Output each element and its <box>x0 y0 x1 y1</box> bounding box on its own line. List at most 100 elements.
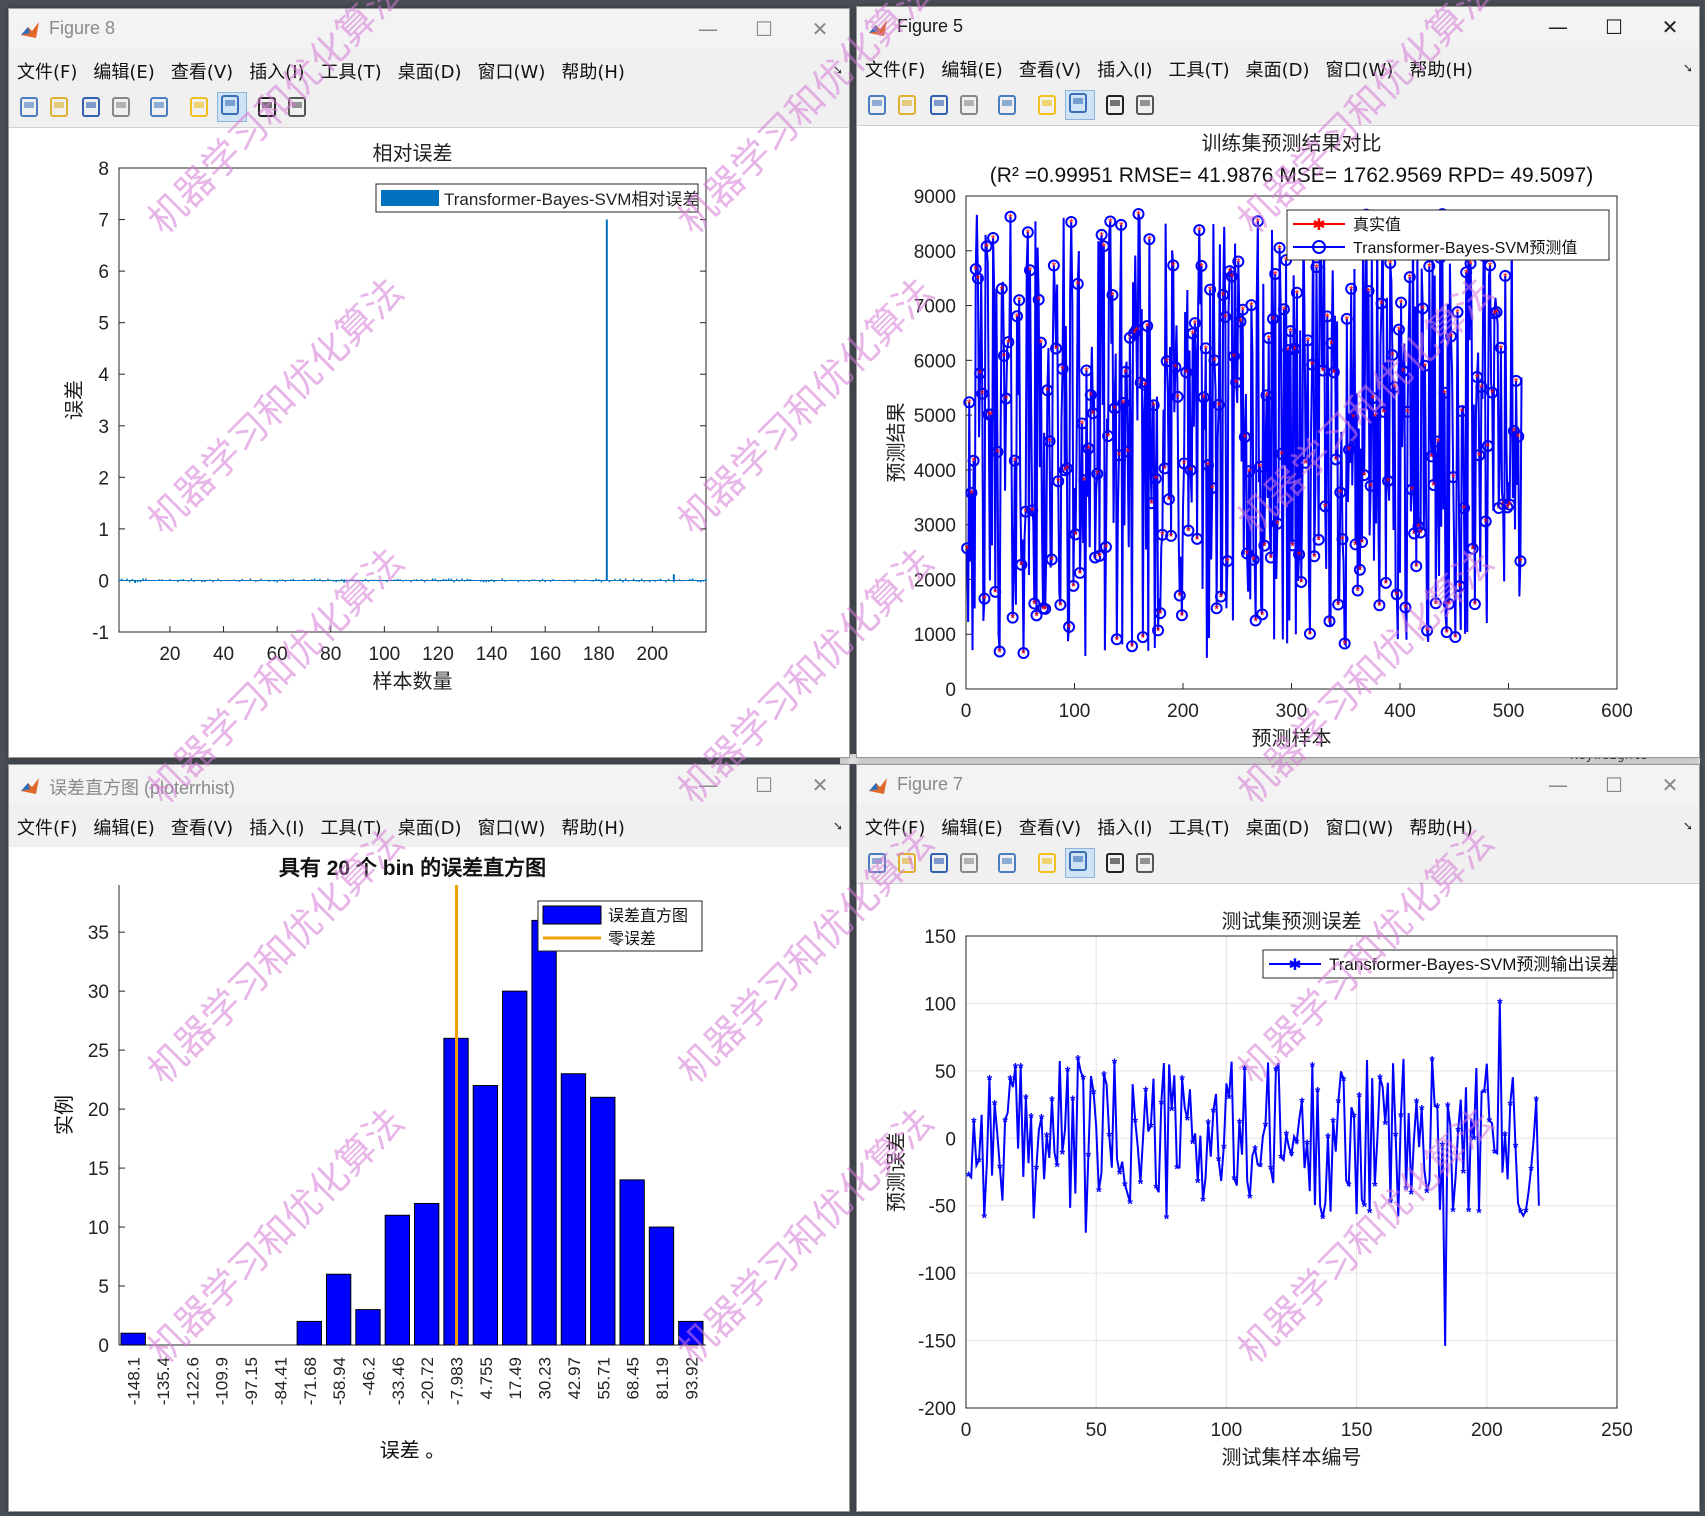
menu-insert[interactable]: 插入(I) <box>249 62 305 83</box>
title-bar[interactable]: 误差直方图 (ploterrhist) — ☐ ✕ <box>9 765 849 805</box>
legend-icon[interactable] <box>1065 90 1095 120</box>
error-marker: * <box>1221 1140 1227 1156</box>
menu-desktop[interactable]: 桌面(D) <box>1245 818 1310 839</box>
menu-help[interactable]: 帮助(H) <box>1409 60 1473 81</box>
new-file-icon[interactable] <box>865 93 889 117</box>
title-bar[interactable]: Figure 8 — ☐ ✕ <box>9 9 849 49</box>
predicted-marker <box>1188 317 1201 330</box>
title-bar[interactable]: Figure 5 — ☐ ✕ <box>857 7 1699 47</box>
property-editor-icon[interactable] <box>285 95 309 119</box>
menu-help[interactable]: 帮助(H) <box>561 818 625 839</box>
minimize-button[interactable]: — <box>698 17 718 41</box>
open-folder-icon[interactable] <box>895 851 919 875</box>
close-button[interactable]: ✕ <box>811 773 829 797</box>
predicted-marker <box>1197 391 1210 404</box>
export-icon[interactable] <box>147 95 171 119</box>
title-bar[interactable]: Figure 7 — ☐ ✕ <box>857 765 1699 805</box>
print-icon[interactable] <box>957 851 981 875</box>
export-icon[interactable] <box>995 851 1019 875</box>
menu-file[interactable]: 文件(F) <box>865 818 926 839</box>
open-folder-icon[interactable] <box>47 95 71 119</box>
menu-insert[interactable]: 插入(I) <box>1097 818 1153 839</box>
menu-edit[interactable]: 编辑(E) <box>941 60 1003 81</box>
menu-window[interactable]: 窗口(W) <box>477 62 546 83</box>
save-icon[interactable] <box>927 93 951 117</box>
menu-file[interactable]: 文件(F) <box>17 62 78 83</box>
menu-insert[interactable]: 插入(I) <box>249 818 305 839</box>
menu-tools[interactable]: 工具(T) <box>320 818 382 839</box>
print-icon[interactable] <box>109 95 133 119</box>
menu-view[interactable]: 查看(V) <box>170 62 234 83</box>
new-file-icon[interactable] <box>17 95 41 119</box>
save-icon[interactable] <box>79 95 103 119</box>
pointer-icon[interactable] <box>255 95 279 119</box>
error-marker: * <box>1065 1063 1071 1079</box>
maximize-button[interactable]: ☐ <box>1605 773 1623 797</box>
menu-file[interactable]: 文件(F) <box>17 818 78 839</box>
figure-7-window[interactable]: Figure 7 — ☐ ✕ 文件(F) 编辑(E) 查看(V) 插入(I) 工具(T)… <box>856 764 1700 1512</box>
menu-overflow-icon[interactable]: ➘ <box>1682 819 1693 833</box>
maximize-button[interactable]: ☐ <box>755 773 773 797</box>
open-folder-icon[interactable] <box>895 93 919 117</box>
close-button[interactable]: ✕ <box>811 17 829 41</box>
menu-overflow-icon[interactable]: ➘ <box>832 819 843 833</box>
colorbar-icon[interactable] <box>187 95 211 119</box>
error-marker: * <box>1471 1131 1477 1147</box>
menu-window[interactable]: 窗口(W) <box>1325 60 1394 81</box>
menu-overflow-icon[interactable]: ➘ <box>832 63 843 77</box>
pointer-icon[interactable] <box>1103 93 1127 117</box>
menu-desktop[interactable]: 桌面(D) <box>397 62 462 83</box>
figure-8-window[interactable]: Figure 8 — ☐ ✕ 文件(F) 编辑(E) 查看(V) 插入(I) 工具(T)… <box>8 8 850 758</box>
figure-5-window[interactable]: Figure 5 — ☐ ✕ 文件(F) 编辑(E) 查看(V) 插入(I) 工具(T)… <box>856 6 1700 758</box>
save-icon[interactable] <box>927 851 951 875</box>
colorbar-icon[interactable] <box>1035 851 1059 875</box>
histogram-window[interactable]: 误差直方图 (ploterrhist) — ☐ ✕ 文件(F) 编辑(E) 查看(V… <box>8 764 850 1512</box>
menu-edit[interactable]: 编辑(E) <box>93 62 155 83</box>
predicted-marker <box>1191 532 1204 545</box>
true-marker: * <box>1462 502 1467 516</box>
true-marker: * <box>1323 500 1328 514</box>
menu-desktop[interactable]: 桌面(D) <box>1245 60 1310 81</box>
menu-edit[interactable]: 编辑(E) <box>93 818 155 839</box>
property-editor-icon[interactable] <box>1133 851 1157 875</box>
menu-window[interactable]: 窗口(W) <box>1325 818 1394 839</box>
menu-view[interactable]: 查看(V) <box>1018 60 1082 81</box>
colorbar-icon[interactable] <box>1035 93 1059 117</box>
export-icon[interactable] <box>995 93 1019 117</box>
true-marker: * <box>1238 316 1243 330</box>
legend-icon[interactable] <box>1065 848 1095 878</box>
x-tick-label: -122.6 <box>183 1357 202 1405</box>
menu-help[interactable]: 帮助(H) <box>561 62 625 83</box>
menu-file[interactable]: 文件(F) <box>865 60 926 81</box>
legend-icon[interactable] <box>217 92 247 122</box>
true-marker: * <box>1516 431 1521 445</box>
menu-tools[interactable]: 工具(T) <box>320 62 382 83</box>
menu-view[interactable]: 查看(V) <box>1018 818 1082 839</box>
print-icon[interactable] <box>957 93 981 117</box>
minimize-button[interactable]: — <box>1548 773 1568 797</box>
minimize-button[interactable]: — <box>698 773 718 797</box>
menu-edit[interactable]: 编辑(E) <box>941 818 1003 839</box>
close-button[interactable]: ✕ <box>1661 773 1679 797</box>
true-marker: * <box>1518 555 1523 569</box>
property-editor-icon[interactable] <box>1133 93 1157 117</box>
true-marker: * <box>1496 502 1501 516</box>
new-file-icon[interactable] <box>865 851 889 875</box>
pointer-icon[interactable] <box>1103 851 1127 875</box>
menu-view[interactable]: 查看(V) <box>170 818 234 839</box>
menu-desktop[interactable]: 桌面(D) <box>397 818 462 839</box>
menu-bar: 文件(F) 编辑(E) 查看(V) 插入(I) 工具(T) 桌面(D) 窗口(W) 帮助(H)… <box>9 53 849 87</box>
true-marker: * <box>1344 313 1349 327</box>
menu-help[interactable]: 帮助(H) <box>1409 818 1473 839</box>
menu-window[interactable]: 窗口(W) <box>477 818 546 839</box>
maximize-button[interactable]: ☐ <box>755 17 773 41</box>
close-button[interactable]: ✕ <box>1661 15 1679 39</box>
menu-tools[interactable]: 工具(T) <box>1168 60 1230 81</box>
y-tick-label: 100 <box>924 994 956 1015</box>
maximize-button[interactable]: ☐ <box>1605 15 1623 39</box>
menu-overflow-icon[interactable]: ➘ <box>1682 61 1693 75</box>
minimize-button[interactable]: — <box>1548 15 1568 39</box>
menu-tools[interactable]: 工具(T) <box>1168 818 1230 839</box>
menu-insert[interactable]: 插入(I) <box>1097 60 1153 81</box>
axes-frame <box>119 885 706 1345</box>
